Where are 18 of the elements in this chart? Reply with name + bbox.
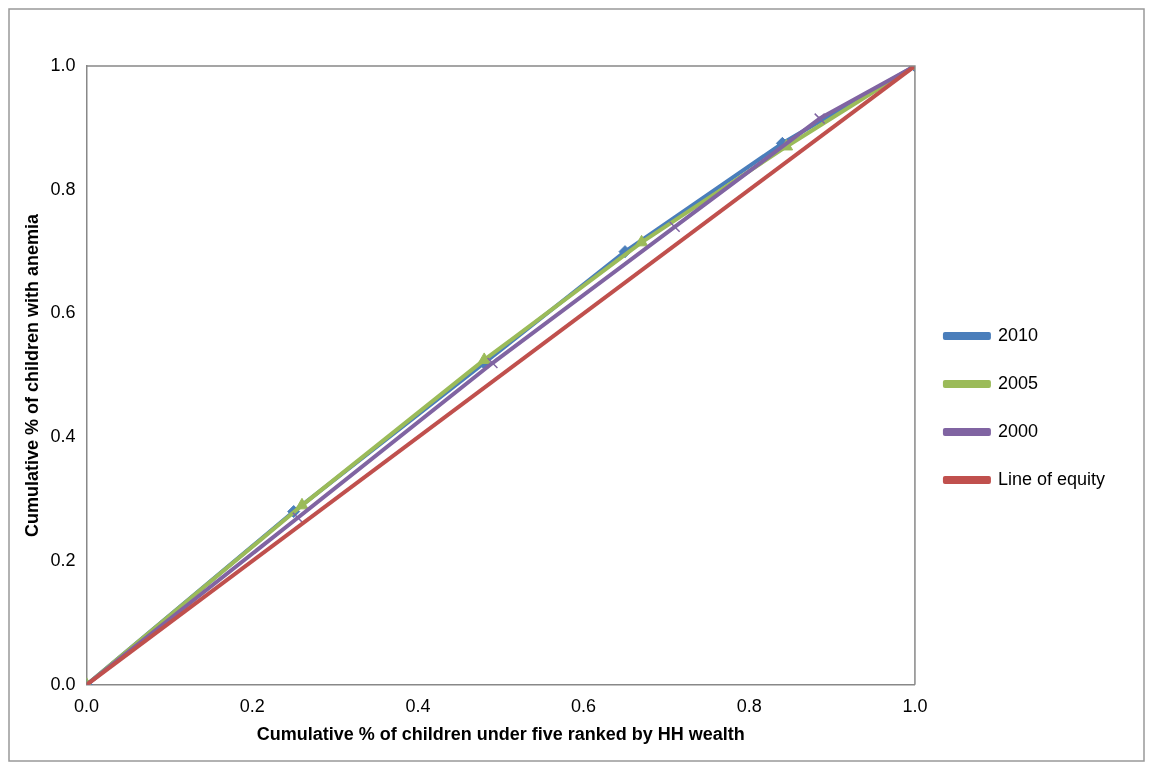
x-tick-label: 0.8 bbox=[736, 695, 762, 716]
y-tick-label: 0.0 bbox=[50, 673, 76, 694]
x-tick-label: 0.4 bbox=[405, 695, 431, 716]
x-tick-label: 1.0 bbox=[902, 695, 928, 716]
legend-label: 2000 bbox=[997, 420, 1038, 441]
y-tick-label: 0.6 bbox=[50, 302, 76, 323]
y-tick-label: 0.2 bbox=[50, 550, 76, 571]
x-axis-title: Cumulative % of children under five ranked by HH wealth bbox=[256, 724, 745, 745]
x-tick-label: 0.6 bbox=[571, 695, 597, 716]
y-tick-label: 0.4 bbox=[50, 426, 76, 447]
legend-label: 2010 bbox=[997, 324, 1038, 345]
legend-label: Line of equity bbox=[997, 468, 1105, 489]
y-axis-title: Cumulative % of children with anemia bbox=[21, 212, 42, 537]
y-tick-label: 1.0 bbox=[50, 54, 76, 75]
x-tick-label: 0.0 bbox=[74, 695, 100, 716]
y-tick-label: 0.8 bbox=[50, 178, 76, 199]
legend-label: 2005 bbox=[997, 372, 1038, 393]
x-tick-label: 0.2 bbox=[239, 695, 265, 716]
